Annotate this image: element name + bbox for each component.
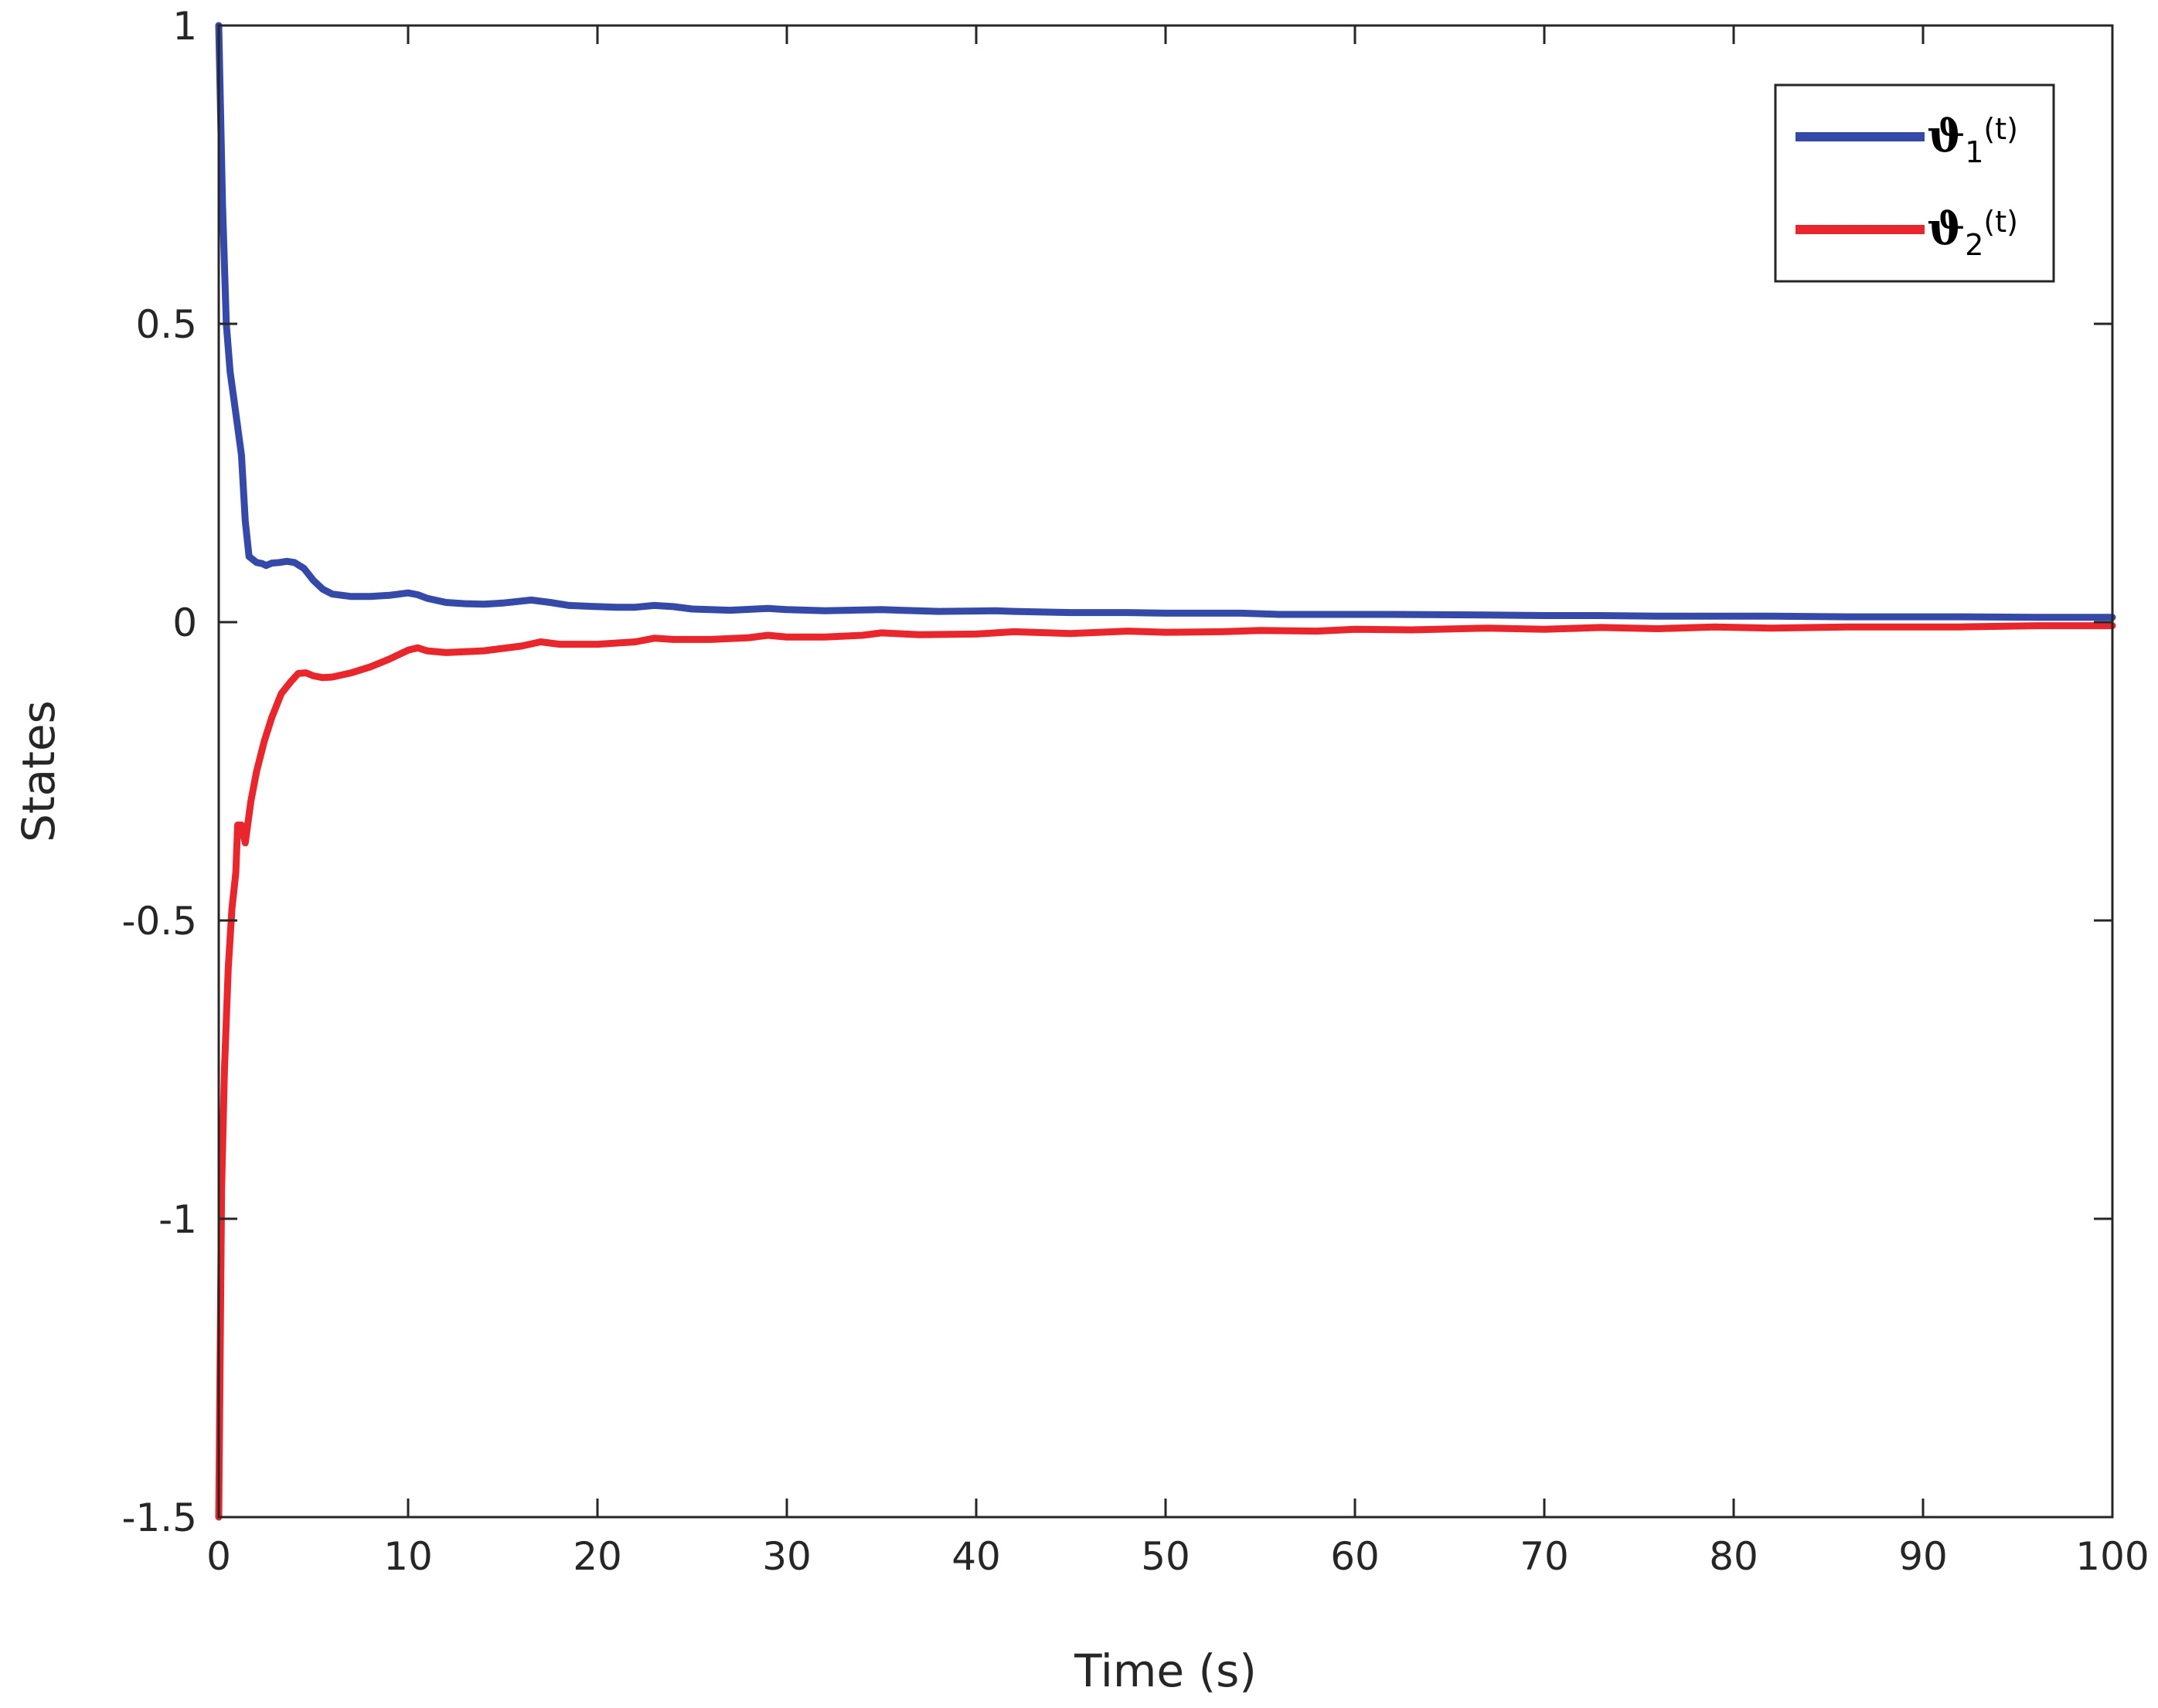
x-tick-label: 10 bbox=[383, 1534, 433, 1579]
y-tick-label: 0.5 bbox=[135, 302, 197, 347]
series-line-2 bbox=[215, 622, 2116, 1521]
x-tick-label: 50 bbox=[1141, 1534, 1190, 1579]
x-tick-label: 80 bbox=[1709, 1534, 1758, 1579]
x-tick-label: 20 bbox=[573, 1534, 622, 1579]
legend-suffix-series-2: (t) bbox=[1983, 205, 2018, 239]
x-tick-label: 100 bbox=[2075, 1534, 2149, 1579]
legend-box bbox=[1774, 83, 2055, 283]
legend-label-series-2: ϑ2(t) bbox=[1927, 202, 2018, 262]
y-tick-label: -0.5 bbox=[121, 899, 197, 944]
legend-label-series-1: ϑ1(t) bbox=[1927, 110, 2018, 169]
legend-subscript-series-2: 2 bbox=[1965, 228, 1983, 262]
legend-subscript-series-1: 1 bbox=[1965, 135, 1983, 169]
legend-symbol-series-2: ϑ bbox=[1927, 202, 1965, 255]
x-tick-label: 0 bbox=[206, 1534, 231, 1579]
x-tick-label: 70 bbox=[1520, 1534, 1569, 1579]
y-tick-label: -1.5 bbox=[121, 1495, 197, 1540]
y-tick-label: -1 bbox=[158, 1197, 197, 1242]
series-layer bbox=[215, 22, 2116, 1521]
x-tick-label: 30 bbox=[762, 1534, 812, 1579]
legend-symbol-series-1: ϑ bbox=[1927, 110, 1965, 162]
y-tick-label: 1 bbox=[172, 4, 197, 49]
x-axis-label: Time (s) bbox=[1074, 1645, 1257, 1697]
legend: ϑ1(t) ϑ2(t) bbox=[1774, 83, 2055, 283]
legend-suffix-series-1: (t) bbox=[1983, 112, 2018, 146]
x-tick-label: 40 bbox=[951, 1534, 1001, 1579]
y-tick-label: 0 bbox=[172, 601, 197, 645]
ticks-layer: 0 10 20 30 40 50 60 70 80 90 100 -1.5 -1 -0.5 0 0.5 1 bbox=[121, 4, 2149, 1579]
x-tick-label: 90 bbox=[1898, 1534, 1948, 1579]
series-line-1 bbox=[215, 22, 2116, 621]
x-tick-label: 60 bbox=[1330, 1534, 1380, 1579]
y-axis-label: States bbox=[12, 700, 65, 842]
